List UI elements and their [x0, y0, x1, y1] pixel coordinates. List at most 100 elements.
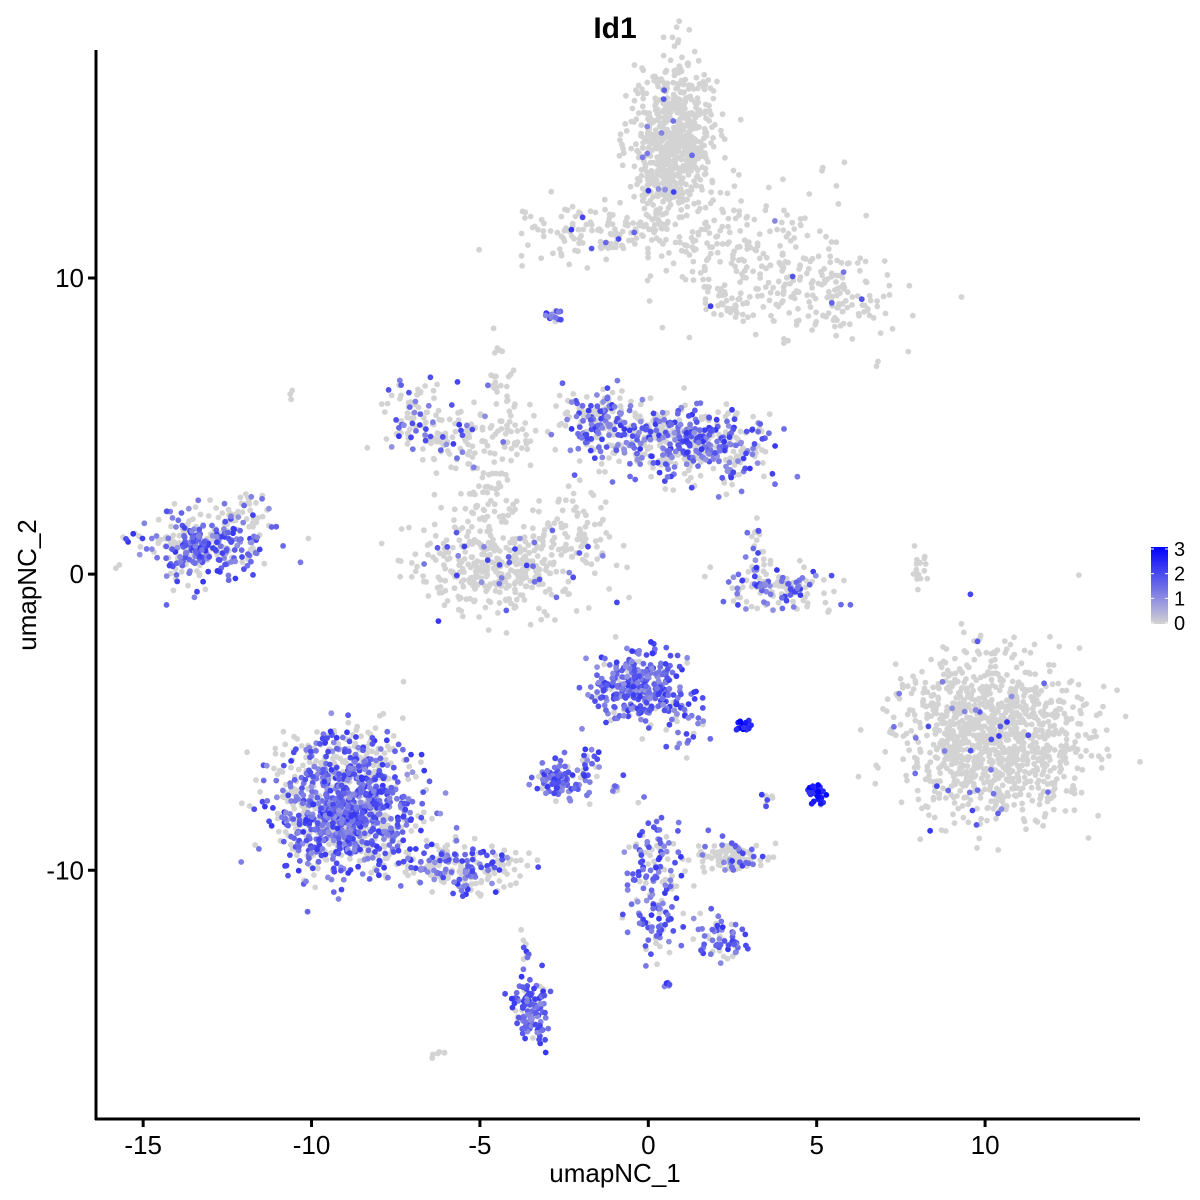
cell-point [844, 304, 851, 311]
cell-point [677, 239, 683, 246]
cell-point [662, 143, 669, 150]
cell-point [779, 605, 786, 612]
cell-point [608, 244, 615, 250]
cell-point [576, 477, 583, 484]
cell-point [667, 167, 673, 174]
cell-point [452, 465, 459, 472]
cell-point [1068, 715, 1075, 722]
cell-point [973, 677, 980, 684]
cell-point [594, 556, 601, 562]
cell-point [939, 715, 946, 722]
cell-point [505, 571, 512, 578]
cell-point [559, 380, 566, 387]
cell-point [525, 242, 531, 249]
cell-point [645, 250, 651, 256]
cell-point [631, 193, 637, 200]
cell-point [468, 421, 475, 428]
cell-point [423, 426, 429, 432]
cell-point [927, 749, 933, 756]
cell-point [640, 223, 647, 230]
cell-point [778, 578, 785, 585]
cell-point [522, 583, 529, 590]
cell-point [719, 111, 726, 118]
cell-point [757, 271, 763, 278]
cell-point [556, 246, 563, 253]
cell-point [734, 410, 740, 416]
cell-point [806, 299, 813, 305]
cell-point [708, 189, 714, 196]
cell-point [1063, 742, 1070, 748]
cell-point [947, 688, 953, 695]
cell-point [760, 460, 766, 466]
cell-point [723, 297, 730, 304]
cell-point [717, 850, 723, 856]
cell-point [558, 233, 565, 240]
cell-point [478, 879, 484, 886]
cell-point [1048, 712, 1055, 718]
cell-point [964, 763, 971, 769]
cell-point [753, 564, 760, 571]
cell-point [540, 538, 546, 545]
cell-point [1056, 752, 1063, 759]
cell-point [733, 442, 739, 449]
cell-point [742, 554, 749, 560]
cell-point [700, 864, 706, 870]
cell-point [469, 454, 476, 460]
cell-point [432, 532, 439, 539]
cell-point [613, 562, 620, 569]
cell-point [1020, 740, 1027, 746]
cell-point [207, 497, 213, 503]
cell-point [430, 554, 436, 560]
cell-point [556, 392, 563, 399]
cell-point [639, 144, 646, 151]
cell-point [766, 430, 772, 437]
cell-point [741, 237, 748, 244]
cell-point [1079, 766, 1086, 773]
cell-point [825, 246, 832, 252]
cell-point [785, 259, 791, 266]
cell-point [632, 476, 639, 483]
cell-point [686, 129, 693, 136]
cell-point [650, 202, 656, 208]
cell-point [671, 430, 678, 436]
cell-point [606, 211, 613, 218]
cell-point [523, 562, 530, 569]
cell-point [886, 282, 893, 289]
cell-point [500, 512, 507, 519]
cell-point [619, 388, 625, 394]
cell-point [948, 744, 954, 751]
cell-point [804, 591, 811, 597]
cell-point [500, 439, 507, 445]
cell-point [730, 574, 737, 581]
cell-point [1058, 743, 1064, 749]
cell-point [977, 795, 984, 801]
cell-point [775, 278, 782, 285]
cell-point [1033, 684, 1039, 691]
cell-point [827, 253, 834, 260]
cell-point [787, 586, 794, 593]
cell-point [1068, 678, 1075, 684]
cell-point [576, 240, 583, 247]
cell-point [777, 243, 783, 249]
cell-point [635, 82, 642, 89]
cell-point [754, 605, 761, 612]
cell-point [757, 421, 764, 427]
cell-point [650, 464, 656, 471]
cell-point [522, 215, 528, 221]
cell-point [1056, 705, 1062, 712]
cell-point [632, 241, 638, 247]
cell-point [585, 543, 591, 550]
cell-point [900, 733, 907, 739]
cell-point [482, 438, 488, 445]
cell-point [820, 577, 827, 583]
cell-point [911, 543, 918, 549]
cell-point [707, 85, 714, 92]
cell-point [680, 81, 687, 88]
cell-point [997, 740, 1004, 747]
cell-point [1023, 721, 1030, 728]
cell-point [981, 738, 988, 744]
cell-point [696, 81, 703, 87]
cell-point [279, 751, 286, 758]
cell-point [1013, 709, 1020, 716]
cell-point [930, 691, 937, 698]
